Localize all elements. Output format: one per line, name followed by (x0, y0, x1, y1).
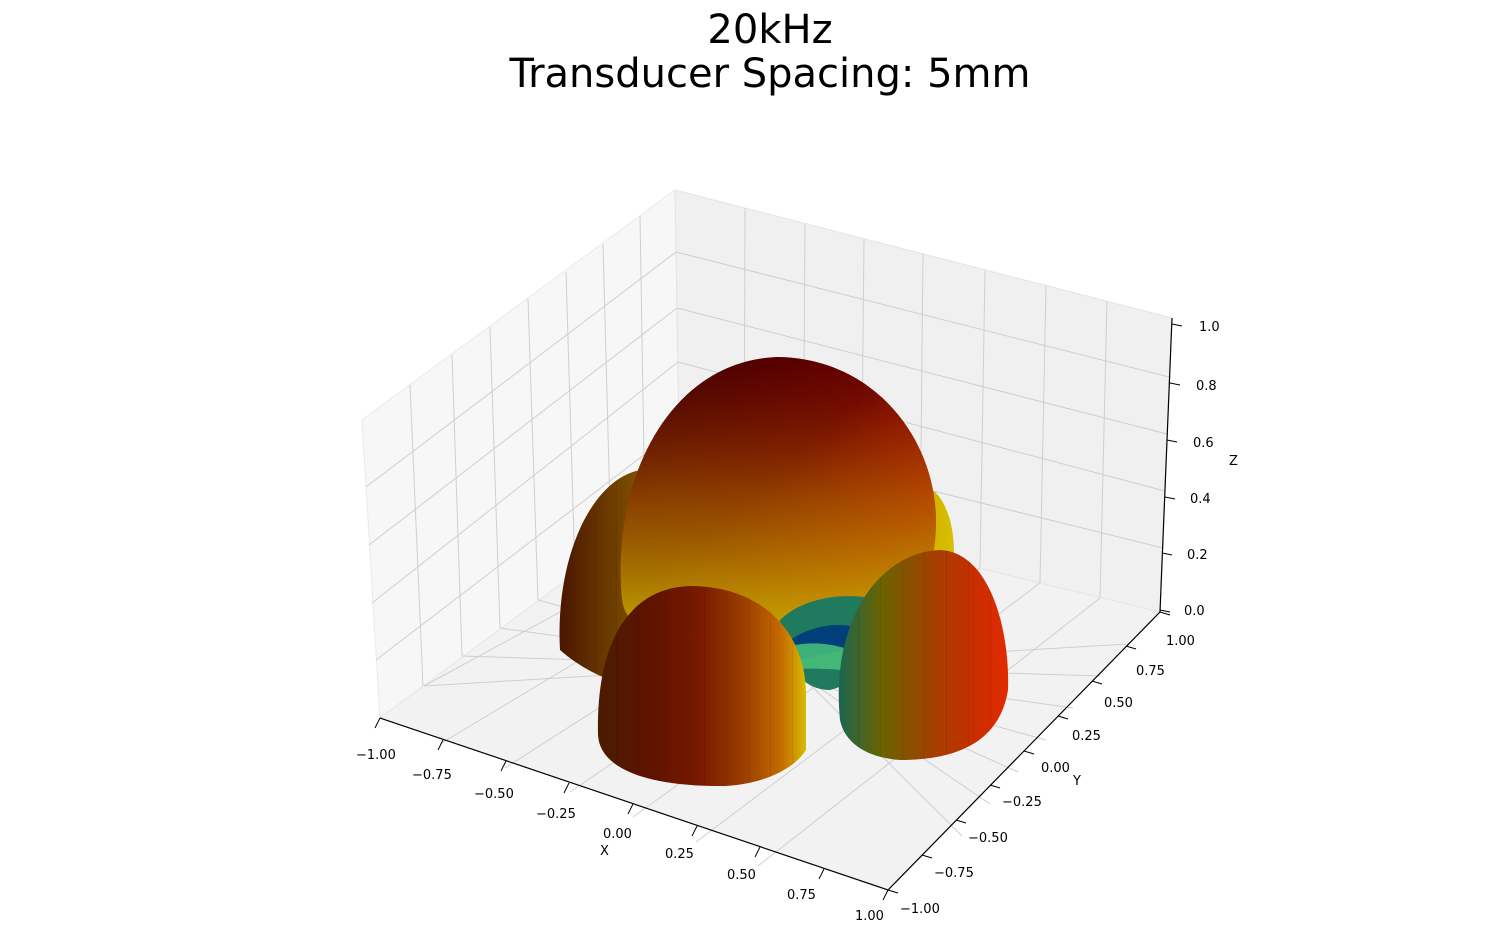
svg-text:0.00: 0.00 (1041, 761, 1070, 776)
svg-text:0.25: 0.25 (665, 847, 694, 862)
svg-text:0.00: 0.00 (603, 827, 632, 842)
z-axis-ticks (1159, 323, 1183, 613)
x-axis-label: X (600, 844, 609, 859)
svg-text:1.00: 1.00 (1166, 634, 1195, 649)
svg-text:1.00: 1.00 (855, 909, 884, 924)
svg-text:0.25: 0.25 (1072, 729, 1101, 744)
y-axis-label: Y (1072, 774, 1081, 789)
svg-text:0.0: 0.0 (1184, 604, 1205, 619)
svg-text:0.2: 0.2 (1187, 548, 1208, 563)
svg-text:0.75: 0.75 (1136, 664, 1165, 679)
z-axis-label: Z (1229, 454, 1238, 469)
svg-text:−0.50: −0.50 (968, 831, 1008, 846)
svg-text:−1.00: −1.00 (900, 902, 940, 917)
svg-text:0.75: 0.75 (787, 888, 816, 903)
chart-title-line-1: 20kHz (707, 7, 833, 53)
svg-text:0.50: 0.50 (1104, 696, 1133, 711)
svg-text:0.8: 0.8 (1196, 379, 1217, 394)
svg-text:0.6: 0.6 (1193, 436, 1214, 451)
y-axis-ticks (887, 611, 1171, 894)
svg-text:−0.75: −0.75 (412, 768, 452, 783)
svg-text:−0.25: −0.25 (1002, 795, 1042, 810)
chart-title-line-2: Transducer Spacing: 5mm (509, 51, 1031, 97)
svg-text:0.50: 0.50 (727, 868, 756, 883)
x-axis-tick-labels: −1.00 −0.75 −0.50 −0.25 0.00 0.25 0.50 0… (356, 748, 884, 924)
x-axis-ticks (374, 717, 889, 901)
svg-text:−0.25: −0.25 (536, 807, 576, 822)
z-axis-tick-labels: 0.0 0.2 0.4 0.6 0.8 1.0 (1184, 320, 1220, 619)
svg-text:−0.75: −0.75 (934, 866, 974, 881)
svg-text:−1.00: −1.00 (356, 748, 396, 763)
svg-text:1.0: 1.0 (1199, 320, 1220, 335)
svg-text:0.4: 0.4 (1190, 492, 1211, 507)
svg-text:−0.50: −0.50 (474, 787, 514, 802)
y-axis-tick-labels: −1.00 −0.75 −0.50 −0.25 0.00 0.25 0.50 0… (900, 634, 1195, 917)
